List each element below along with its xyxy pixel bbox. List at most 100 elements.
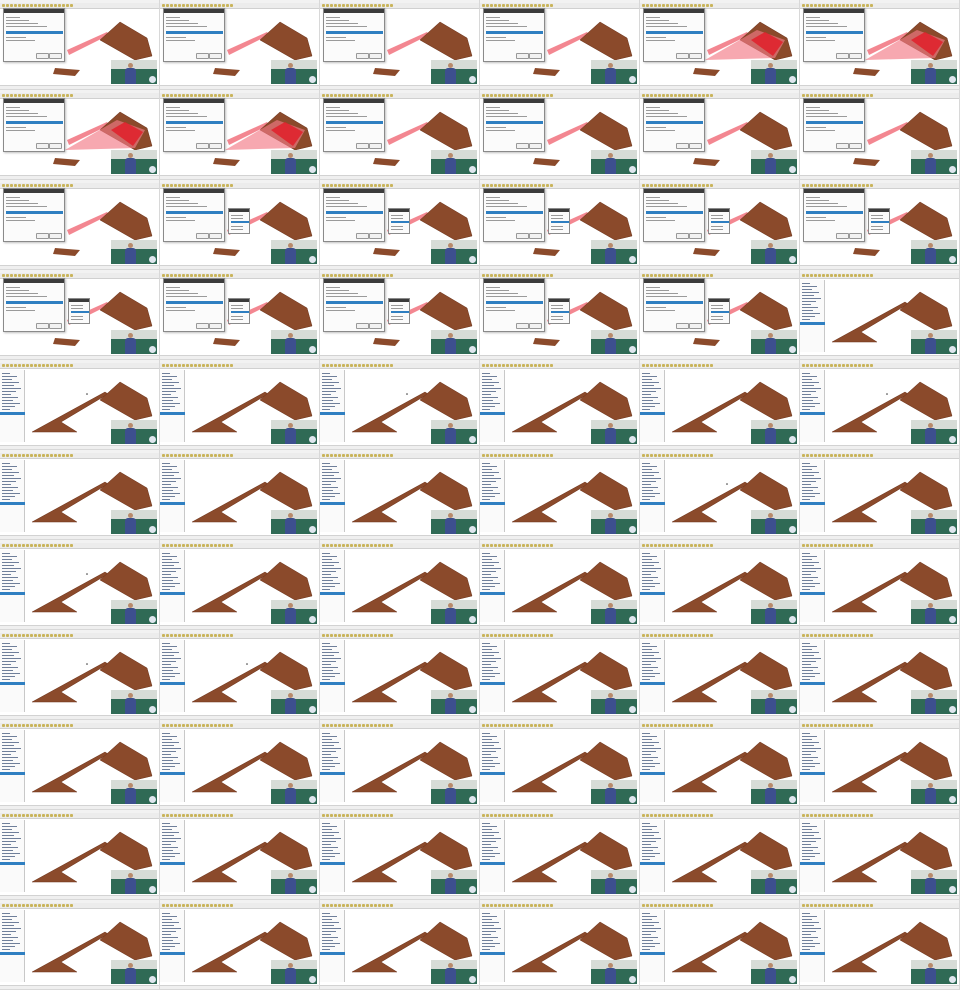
layer-icon[interactable]: [802, 823, 810, 824]
dialog-selected-row[interactable]: [646, 211, 703, 214]
dialog-field[interactable]: [326, 127, 346, 128]
layer-icon[interactable]: [482, 919, 492, 920]
dialog-field[interactable]: [646, 17, 660, 18]
toolbar-icon[interactable]: [10, 814, 13, 817]
toolbar-icon[interactable]: [66, 454, 69, 457]
layer-icon[interactable]: [322, 733, 330, 734]
layer-icon[interactable]: [802, 283, 810, 284]
toolbar-icon[interactable]: [366, 904, 369, 907]
sub-dialog-field[interactable]: [231, 316, 243, 317]
toolbar-icon[interactable]: [818, 184, 821, 187]
layer-icon[interactable]: [2, 391, 16, 392]
layer-icon[interactable]: [162, 655, 174, 656]
toolbar-icon[interactable]: [550, 454, 553, 457]
toolbar-icon[interactable]: [338, 454, 341, 457]
toolbar-icon[interactable]: [38, 454, 41, 457]
toolbar-icon[interactable]: [70, 814, 73, 817]
sub-dialog-selected-row[interactable]: [711, 221, 729, 223]
layer-icon[interactable]: [802, 769, 810, 770]
toolbar-icon[interactable]: [186, 904, 189, 907]
toolbar-icon[interactable]: [842, 94, 845, 97]
toolbar-icon[interactable]: [802, 814, 805, 817]
toolbar-icon[interactable]: [846, 724, 849, 727]
dialog-selected-row[interactable]: [486, 31, 543, 34]
toolbar-icon[interactable]: [802, 454, 805, 457]
toolbar-icon[interactable]: [706, 184, 709, 187]
toolbar-icon[interactable]: [682, 184, 685, 187]
layer-icon[interactable]: [482, 748, 501, 749]
map-canvas[interactable]: [505, 820, 639, 892]
layer-icon[interactable]: [642, 577, 658, 578]
toolbar-icon[interactable]: [818, 364, 821, 367]
toolbar-icon[interactable]: [654, 814, 657, 817]
toolbar-icon[interactable]: [646, 4, 649, 7]
toolbar-icon[interactable]: [702, 724, 705, 727]
toolbar-icon[interactable]: [390, 454, 393, 457]
toolbar-icon[interactable]: [482, 4, 485, 7]
layer-icon[interactable]: [642, 562, 659, 563]
layer-icon[interactable]: [2, 733, 10, 734]
dialog-selected-row[interactable]: [806, 31, 863, 34]
toolbar-icon[interactable]: [818, 724, 821, 727]
dialog-field[interactable]: [486, 203, 518, 204]
layer-icon[interactable]: [482, 673, 500, 674]
layer-icon[interactable]: [802, 469, 812, 470]
layer-icon[interactable]: [802, 745, 814, 746]
toolbar-icon[interactable]: [682, 4, 685, 7]
dialog-field[interactable]: [6, 37, 26, 38]
layer-icon[interactable]: [322, 559, 332, 560]
toolbar-icon[interactable]: [322, 634, 325, 637]
toolbar-icon[interactable]: [666, 4, 669, 7]
layers-selected-row[interactable]: [320, 772, 345, 775]
toolbar-icon[interactable]: [850, 454, 853, 457]
toolbar-icon[interactable]: [214, 274, 217, 277]
map-canvas[interactable]: [345, 460, 479, 532]
dialog-field[interactable]: [486, 296, 527, 297]
toolbar-icon[interactable]: [350, 634, 353, 637]
layer-icon[interactable]: [322, 475, 334, 476]
toolbar-icon[interactable]: [658, 364, 661, 367]
toolbar-icon[interactable]: [338, 364, 341, 367]
layer-icon[interactable]: [2, 409, 10, 410]
toolbar-icon[interactable]: [486, 904, 489, 907]
toolbar-icon[interactable]: [390, 4, 393, 7]
dialog-field[interactable]: [646, 290, 669, 291]
toolbar-icon[interactable]: [830, 274, 833, 277]
layer-icon[interactable]: [162, 649, 172, 650]
toolbar-icon[interactable]: [14, 274, 17, 277]
toolbar-icon[interactable]: [822, 724, 825, 727]
toolbar-icon[interactable]: [662, 454, 665, 457]
toolbar-icon[interactable]: [802, 634, 805, 637]
map-canvas[interactable]: [825, 370, 959, 442]
toolbar-icon[interactable]: [170, 184, 173, 187]
menu-bar[interactable]: [640, 0, 799, 3]
layer-icon[interactable]: [2, 757, 18, 758]
toolbar-icon[interactable]: [58, 454, 61, 457]
layer-icon[interactable]: [482, 757, 498, 758]
toolbar-icon[interactable]: [182, 274, 185, 277]
toolbar-icon[interactable]: [518, 544, 521, 547]
toolbar-icon[interactable]: [510, 544, 513, 547]
toolbar-icon[interactable]: [22, 814, 25, 817]
toolbar-icon[interactable]: [706, 274, 709, 277]
toolbar-icon[interactable]: [206, 94, 209, 97]
layer-icon[interactable]: [802, 493, 820, 494]
menu-bar[interactable]: [160, 630, 319, 633]
toolbar-icon[interactable]: [342, 544, 345, 547]
toolbar-icon[interactable]: [230, 94, 233, 97]
layer-icon[interactable]: [2, 643, 10, 644]
layer-icon[interactable]: [322, 589, 330, 590]
toolbar-icon[interactable]: [38, 184, 41, 187]
layer-icon[interactable]: [2, 469, 12, 470]
toolbar-icon[interactable]: [386, 904, 389, 907]
dialog-field[interactable]: [6, 220, 35, 221]
layer-icon[interactable]: [322, 754, 331, 755]
dialog-field[interactable]: [166, 107, 180, 108]
layer-icon[interactable]: [322, 847, 338, 848]
toolbar-icon[interactable]: [46, 94, 49, 97]
toolbar-icon[interactable]: [54, 184, 57, 187]
dialog-field[interactable]: [326, 310, 355, 311]
toolbar-icon[interactable]: [838, 454, 841, 457]
toolbar-icon[interactable]: [222, 454, 225, 457]
layers-panel[interactable]: [0, 460, 25, 532]
